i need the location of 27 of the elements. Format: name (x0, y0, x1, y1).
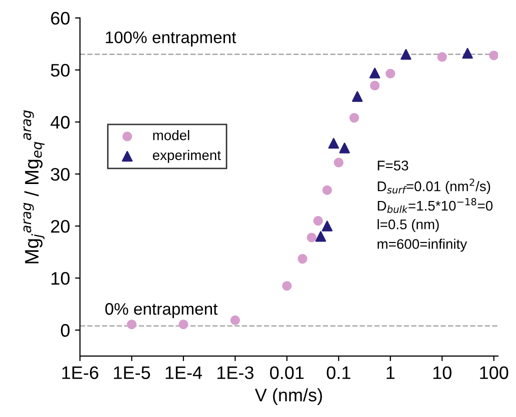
ref-line-label: 100% entrapment (106, 31, 236, 47)
x-tick-label: 0.01 (270, 366, 304, 380)
annotation: m=600=infinity (378, 238, 468, 252)
x-tick-label: 0.1 (326, 366, 350, 380)
x-axis-title: V (nm/s) (254, 388, 322, 406)
legend-label: experiment (152, 150, 221, 163)
x-tick-label: 1E-6 (62, 366, 98, 380)
ref-line-label: 0% entrapment (105, 303, 218, 318)
y-axis-title: Mg$_{j}$$^{arag}$ / Mg$_{eq}$$^{arag}$ (23, 110, 45, 264)
x-tick-label: 1E-4 (166, 366, 202, 379)
x-tick-label: 1 (386, 366, 395, 379)
y-tick-label: 40 (50, 116, 70, 129)
y-tick-label: 0 (60, 324, 70, 337)
y-tick-label: 20 (51, 220, 70, 233)
x-tick-label: 1E-5 (114, 366, 150, 380)
legend-label: model (153, 130, 190, 140)
y-tick-label: 60 (51, 12, 70, 25)
annotation: F=53 (378, 160, 408, 170)
x-tick-label: 1E-3 (217, 366, 254, 380)
x-tick-label: 100 (480, 366, 508, 380)
y-tick-label: 10 (52, 272, 70, 285)
annotation: D$_{bulk}$=1.5*10$^{−18}$=0 (378, 198, 493, 213)
y-tick-label: 30 (50, 168, 70, 181)
annotation: D$_{surf}$=0.01 (nm$^{2}$/s) (378, 178, 490, 194)
y-tick-label: 50 (50, 64, 70, 77)
annotation: l=0.5 (nm) (378, 219, 439, 232)
x-tick-label: 10 (433, 366, 452, 380)
